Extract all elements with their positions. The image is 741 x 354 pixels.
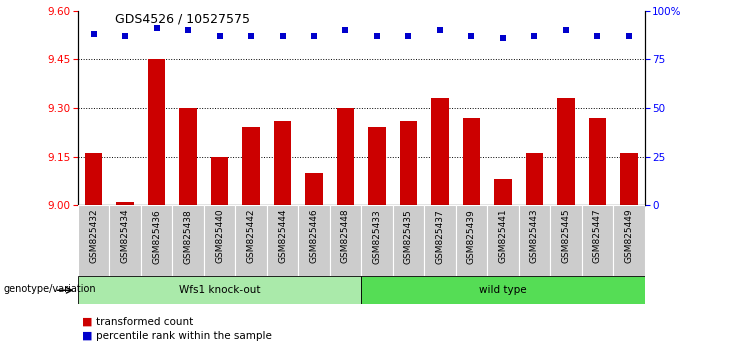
- Bar: [235, 205, 267, 276]
- Bar: [148, 59, 165, 205]
- Text: percentile rank within the sample: percentile rank within the sample: [96, 331, 272, 341]
- Bar: [463, 118, 480, 205]
- Bar: [204, 205, 235, 276]
- Text: GSM825444: GSM825444: [278, 209, 287, 263]
- Bar: [582, 205, 614, 276]
- Bar: [305, 173, 322, 205]
- Bar: [361, 205, 393, 276]
- Text: GSM825434: GSM825434: [121, 209, 130, 263]
- Text: GSM825443: GSM825443: [530, 209, 539, 263]
- Point: [371, 33, 383, 39]
- Bar: [456, 205, 488, 276]
- Point: [119, 33, 131, 39]
- Point: [528, 33, 540, 39]
- Bar: [85, 153, 102, 205]
- Point: [213, 33, 225, 39]
- Bar: [393, 205, 424, 276]
- Bar: [330, 205, 362, 276]
- Bar: [78, 205, 109, 276]
- Bar: [368, 127, 385, 205]
- Bar: [274, 121, 291, 205]
- Text: GSM825435: GSM825435: [404, 209, 413, 264]
- Bar: [211, 157, 228, 205]
- Text: GSM825432: GSM825432: [89, 209, 98, 263]
- Bar: [494, 179, 511, 205]
- Bar: [526, 153, 543, 205]
- Text: transformed count: transformed count: [96, 317, 193, 327]
- Point: [276, 33, 288, 39]
- Bar: [519, 205, 550, 276]
- Bar: [141, 205, 172, 276]
- Text: GSM825433: GSM825433: [373, 209, 382, 264]
- Text: genotype/variation: genotype/variation: [4, 284, 96, 293]
- Bar: [620, 153, 637, 205]
- Text: GSM825440: GSM825440: [215, 209, 224, 263]
- Bar: [362, 276, 645, 304]
- Bar: [614, 205, 645, 276]
- Bar: [116, 202, 133, 205]
- Point: [591, 33, 603, 39]
- Text: GSM825442: GSM825442: [247, 209, 256, 263]
- Bar: [589, 118, 606, 205]
- Point: [245, 33, 257, 39]
- Bar: [110, 205, 141, 276]
- Text: GSM825449: GSM825449: [625, 209, 634, 263]
- Text: GSM825445: GSM825445: [562, 209, 571, 263]
- Point: [308, 33, 320, 39]
- Text: GSM825439: GSM825439: [467, 209, 476, 264]
- Point: [87, 31, 99, 37]
- Point: [182, 27, 194, 33]
- Text: GSM825446: GSM825446: [310, 209, 319, 263]
- Point: [150, 25, 162, 31]
- Text: GDS4526 / 10527575: GDS4526 / 10527575: [115, 12, 250, 25]
- Bar: [488, 205, 519, 276]
- Bar: [550, 205, 582, 276]
- Bar: [337, 108, 354, 205]
- Text: GSM825447: GSM825447: [593, 209, 602, 263]
- Text: GSM825441: GSM825441: [499, 209, 508, 263]
- Point: [434, 27, 446, 33]
- Bar: [400, 121, 417, 205]
- Text: wild type: wild type: [479, 285, 527, 295]
- Text: GSM825438: GSM825438: [184, 209, 193, 264]
- Text: Wfs1 knock-out: Wfs1 knock-out: [179, 285, 260, 295]
- Text: GSM825448: GSM825448: [341, 209, 350, 263]
- Bar: [431, 98, 448, 205]
- Bar: [242, 127, 259, 205]
- Bar: [78, 276, 362, 304]
- Bar: [267, 205, 298, 276]
- Bar: [298, 205, 330, 276]
- Point: [497, 35, 509, 41]
- Point: [623, 33, 635, 39]
- Point: [339, 27, 351, 33]
- Bar: [172, 205, 204, 276]
- Text: ■: ■: [82, 331, 92, 341]
- Text: GSM825437: GSM825437: [436, 209, 445, 264]
- Text: GSM825436: GSM825436: [152, 209, 161, 264]
- Point: [465, 33, 477, 39]
- Text: ■: ■: [82, 317, 92, 327]
- Point: [560, 27, 572, 33]
- Bar: [424, 205, 456, 276]
- Bar: [557, 98, 574, 205]
- Bar: [179, 108, 196, 205]
- Point: [402, 33, 414, 39]
